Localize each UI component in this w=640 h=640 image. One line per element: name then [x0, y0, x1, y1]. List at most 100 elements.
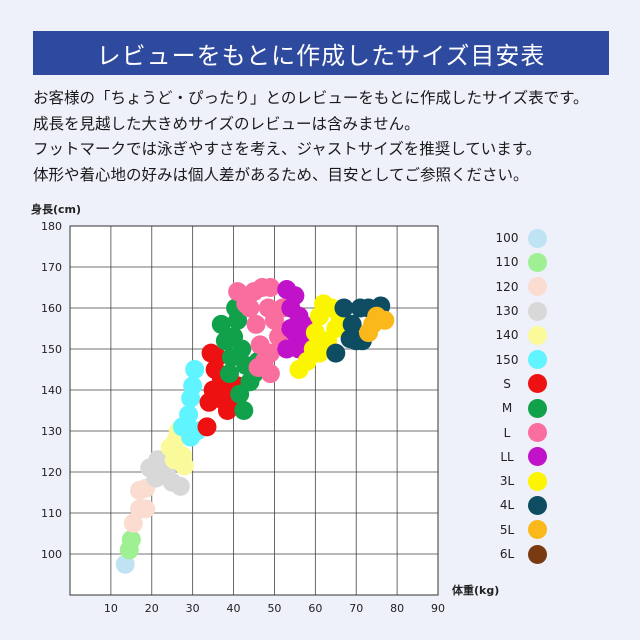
legend-item-150: 150 [488, 347, 608, 371]
legend-label: 5L [499, 522, 515, 537]
y-tick-label: 160 [41, 302, 62, 315]
y-tick-label: 180 [41, 220, 62, 233]
y-axis-title: 身長(cm) [31, 202, 81, 216]
legend-label: 140 [495, 328, 519, 343]
legend-swatch [528, 447, 547, 467]
legend-swatch [528, 277, 547, 297]
data-point-l [248, 357, 268, 377]
legend-item-100: 100 [488, 226, 608, 250]
x-tick-label: 70 [349, 602, 363, 615]
data-point-100 [115, 554, 135, 574]
legend-swatch [528, 350, 547, 370]
data-point-s [197, 417, 217, 437]
data-point-130 [170, 476, 190, 496]
x-tick-label: 10 [104, 602, 118, 615]
data-point-ll [281, 319, 301, 338]
data-point-150 [181, 427, 201, 447]
data-point-l [260, 278, 280, 297]
legend-label: 150 [495, 352, 519, 367]
data-point-4l [342, 314, 362, 334]
legend-label: M [501, 401, 513, 416]
legend-swatch [528, 301, 547, 321]
y-tick-label: 110 [41, 507, 62, 520]
y-tick-label: 120 [41, 466, 62, 479]
data-point-5l [375, 310, 395, 330]
legend-label: LL [500, 449, 514, 464]
legend-label: S [503, 376, 511, 391]
plot-frame [69, 225, 439, 596]
data-point-130 [146, 468, 166, 488]
legend-label: L [503, 425, 511, 440]
data-point-3l [309, 343, 329, 363]
page-title: レビューをもとに作成したサイズ目安表 [96, 41, 546, 70]
data-point-4l [334, 298, 354, 318]
legend-item-5l: 5L [488, 518, 608, 542]
legend-item-110: 110 [488, 250, 608, 274]
legend-swatch [528, 252, 547, 272]
legend-item-m: M [488, 396, 608, 420]
data-point-120 [136, 499, 156, 519]
legend-item-ll: LL [488, 445, 608, 469]
intro-text: お客様の「ちょうど・ぴったり」とのレビューをもとに作成したサイズ表です。 成長を… [33, 86, 623, 188]
chart-axes: 10 20 30 40 50 60 70 80 90 100 110 120 130 140 150 160 1… [31, 202, 499, 615]
data-point-120 [123, 513, 143, 533]
legend-item-s: S [488, 372, 608, 396]
legend-swatch [528, 544, 547, 564]
x-tick-label: 90 [431, 602, 445, 615]
chart-legend: 100 110 120 130 140 150 S M L LL 3L 4L 5L 6L [488, 226, 608, 566]
x-tick-label: 60 [308, 602, 322, 615]
legend-swatch [528, 374, 547, 394]
x-tick-label: 40 [227, 602, 241, 615]
legend-item-3l: 3L [488, 469, 608, 493]
data-point-l [246, 314, 266, 334]
legend-label: 130 [495, 304, 519, 319]
legend-item-140: 140 [488, 323, 608, 347]
intro-line: 成長を見越した大きめサイズのレビューは含みません。 [33, 114, 420, 133]
legend-swatch [528, 398, 547, 418]
data-point-140 [164, 450, 184, 470]
legend-item-6l: 6L [488, 542, 608, 566]
y-tick-label: 140 [41, 384, 62, 397]
legend-item-l: L [488, 420, 608, 444]
x-tick-label: 80 [390, 602, 404, 615]
legend-label: 4L [499, 498, 515, 513]
legend-swatch [528, 520, 547, 540]
data-point-110 [121, 530, 141, 550]
legend-item-120: 120 [488, 275, 608, 299]
intro-line: お客様の「ちょうど・ぴったり」とのレビューをもとに作成したサイズ表です。 [33, 89, 589, 107]
intro-line: フットマークでは泳ぎやすさを考え、ジャストサイズを推奨しています。 [33, 140, 542, 158]
intro-line: 体形や着心地の好みは個人差があるため、目安としてご参照ください。 [33, 165, 529, 184]
data-point-4l [326, 343, 346, 363]
legend-label: 120 [495, 279, 519, 294]
y-tick-label: 170 [41, 261, 62, 274]
legend-label: 110 [495, 255, 519, 270]
legend-label: 6L [499, 547, 515, 561]
legend-item-4l: 4L [488, 493, 608, 517]
data-point-150 [179, 405, 199, 425]
legend-swatch [528, 423, 547, 443]
data-point-150 [183, 376, 203, 396]
data-point-s [201, 343, 221, 363]
data-point-150 [185, 360, 205, 379]
legend-label: 3L [499, 474, 515, 489]
data-point-m [230, 384, 250, 404]
chart-points [115, 278, 395, 574]
x-tick-label: 30 [186, 602, 200, 615]
data-point-l [240, 298, 260, 318]
y-tick-label: 130 [41, 425, 62, 438]
x-axis-title: 体重(kg) [452, 583, 499, 597]
legend-swatch [528, 471, 547, 491]
legend-swatch [528, 495, 547, 515]
legend-swatch [528, 228, 547, 248]
legend-label: 100 [495, 231, 519, 246]
legend-item-130: 130 [488, 299, 608, 323]
data-point-m [219, 364, 239, 384]
data-point-l [250, 335, 270, 355]
y-tick-label: 100 [41, 548, 62, 561]
page-title-banner: レビューをもとに作成したサイズ目安表 [33, 31, 609, 75]
data-point-m [234, 401, 254, 420]
data-point-m [211, 314, 231, 334]
data-point-m [232, 339, 252, 359]
x-tick-label: 50 [267, 602, 281, 615]
